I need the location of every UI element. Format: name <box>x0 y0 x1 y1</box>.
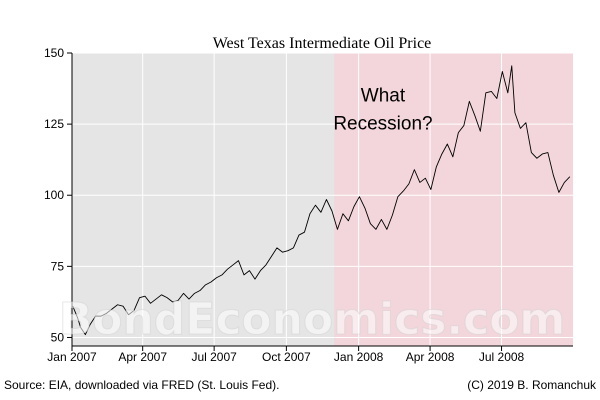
x-tick-label: Apr 2007 <box>118 350 167 364</box>
x-tick-label: Jan 2007 <box>47 350 97 364</box>
watermark-logo: BondEconomics.com <box>59 294 566 345</box>
annotation-line: Recession? <box>333 113 432 134</box>
chart-title: West Texas Intermediate Oil Price <box>213 35 432 52</box>
y-tick-label: 150 <box>44 46 64 60</box>
y-tick-label: 50 <box>51 330 65 344</box>
series-layer <box>72 65 571 336</box>
annotation: What Recession? <box>333 85 432 134</box>
x-tick-label: Apr 2008 <box>406 350 455 364</box>
series-line <box>72 65 571 336</box>
x-tick-label: Jan 2008 <box>334 350 384 364</box>
y-tick-label: 75 <box>51 259 65 273</box>
footer-copyright: (C) 2019 B. Romanchuk <box>467 378 597 392</box>
x-tick-label: Jul 2007 <box>191 350 237 364</box>
x-tick-label: Jul 2008 <box>479 350 525 364</box>
recession-shading <box>334 53 573 346</box>
recession-shade <box>334 53 573 346</box>
annotation-line: What <box>361 85 406 106</box>
footer-source: Source: EIA, downloaded via FRED (St. Lo… <box>4 378 279 392</box>
y-tick-label: 125 <box>44 117 64 131</box>
y-tick-label: 100 <box>44 188 64 202</box>
axes: 50 75 100 125 150 Jan 2007 Apr 2007 Jul 2007 Oct… <box>44 46 573 364</box>
x-tick-label: Oct 2007 <box>262 350 311 364</box>
